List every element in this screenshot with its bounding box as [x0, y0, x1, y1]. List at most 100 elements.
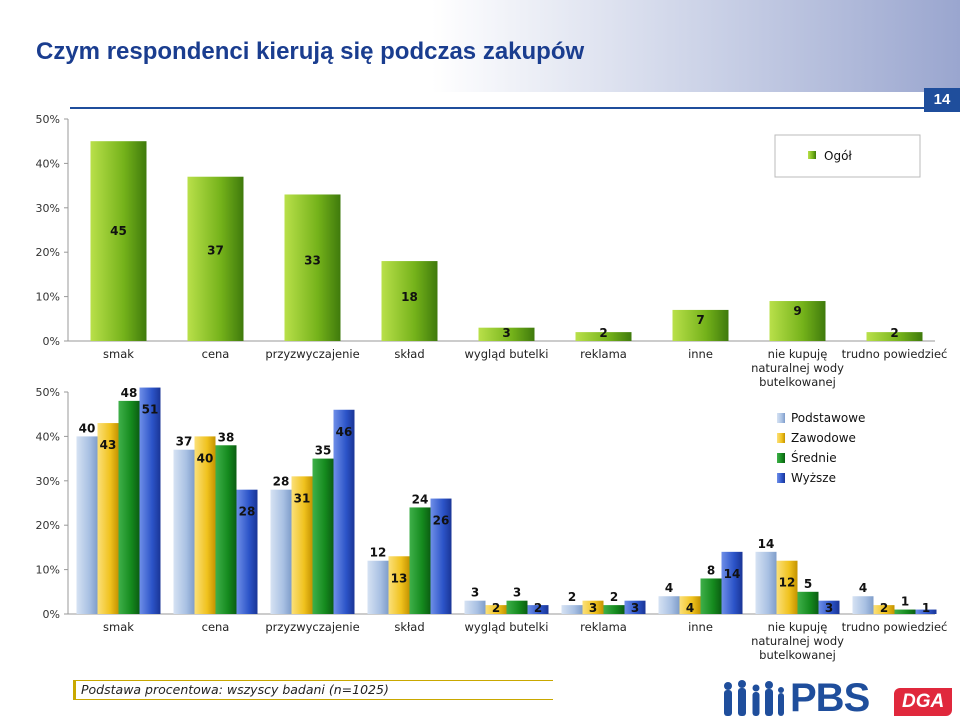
- x-tick-label: inne: [688, 347, 713, 361]
- x-tick-label: przyzwyczajenie: [265, 620, 359, 634]
- y-tick-label: 30%: [36, 475, 60, 488]
- data-label: 43: [100, 438, 117, 452]
- data-label: 3: [502, 326, 510, 340]
- bar-zawodowe-wyglad-butelki: [485, 605, 507, 614]
- legend-label-podstawowe: Podstawowe: [791, 411, 865, 425]
- x-tick-label: cena: [202, 347, 230, 361]
- bar-zawodowe-nie-kupuje-naturalnej-wody-butelkowanej: [776, 560, 798, 614]
- data-label: 2: [880, 601, 888, 615]
- page-title: Czym respondenci kierują się podczas zak…: [36, 38, 585, 65]
- data-label: 46: [336, 425, 353, 439]
- data-label: 13: [391, 571, 408, 585]
- bar-ogol-trudno-powiedziec: [866, 332, 923, 341]
- bar-wyzsze-sklad: [430, 498, 452, 614]
- data-label: 2: [610, 590, 618, 604]
- data-label: 48: [121, 386, 138, 400]
- x-tick-label: nie kupuję: [768, 620, 828, 634]
- logos: PBS DGA: [718, 672, 960, 720]
- x-tick-label: skład: [394, 347, 424, 361]
- bar-ogol-smak: [90, 141, 147, 341]
- data-label: 9: [793, 304, 801, 318]
- legend-swatch-zawodowe: [777, 433, 785, 443]
- bar-srednie-smak: [118, 400, 140, 614]
- data-label: 31: [294, 491, 311, 505]
- data-label: 2: [599, 326, 607, 340]
- footnote: Podstawa procentowa: wszyscy badani (n=1…: [73, 680, 553, 700]
- dga-logo: DGA: [894, 688, 953, 716]
- data-label: 45: [110, 224, 127, 238]
- x-tick-label: trudno powiedzieć: [842, 620, 948, 634]
- bar-wyzsze-wyglad-butelki: [527, 605, 549, 614]
- x-tick-label: smak: [103, 620, 134, 634]
- y-tick-label: 10%: [36, 564, 60, 577]
- bar-podstawowe-cena: [173, 449, 195, 614]
- data-label: 7: [696, 313, 704, 327]
- people-silhouettes-logo: [724, 680, 784, 716]
- data-label: 4: [859, 581, 867, 595]
- bar-wyzsze-reklama: [624, 600, 646, 614]
- data-label: 3: [589, 601, 597, 615]
- legend-swatch-wyzsze: [777, 473, 785, 483]
- data-label: 2: [568, 590, 576, 604]
- chart-education: 0%10%20%30%40%50%40434851smak37403828cen…: [36, 386, 948, 662]
- bar-wyzsze-trudno-powiedziec: [915, 609, 937, 614]
- bar-zawodowe-smak: [97, 423, 119, 614]
- data-label: 3: [513, 586, 521, 600]
- data-label: 12: [779, 576, 796, 590]
- data-label: 14: [724, 567, 741, 581]
- bar-zawodowe-sklad: [388, 556, 410, 614]
- bar-srednie-wyglad-butelki: [506, 600, 528, 614]
- legend-label-ogol: Ogół: [824, 149, 852, 163]
- data-label: 33: [304, 253, 321, 267]
- y-tick-label: 0%: [43, 608, 60, 621]
- x-tick-label: wygląd butelki: [465, 347, 549, 361]
- bar-ogol-cena: [187, 176, 244, 341]
- x-tick-label: wygląd butelki: [465, 620, 549, 634]
- y-tick-label: 30%: [36, 202, 60, 215]
- x-tick-label: cena: [202, 620, 230, 634]
- y-tick-label: 40%: [36, 157, 60, 170]
- bar-wyzsze-smak: [139, 387, 161, 614]
- data-label: 18: [401, 290, 418, 304]
- x-tick-label: reklama: [580, 620, 627, 634]
- bar-srednie-trudno-powiedziec: [894, 609, 916, 614]
- legend-swatch-srednie: [777, 453, 785, 463]
- data-label: 35: [315, 444, 332, 458]
- bar-srednie-nie-kupuje-naturalnej-wody-butelkowanej: [797, 591, 819, 614]
- y-tick-label: 20%: [36, 519, 60, 532]
- x-tick-label: naturalnej wody: [751, 634, 844, 648]
- bar-podstawowe-inne: [658, 596, 680, 614]
- y-tick-label: 20%: [36, 246, 60, 259]
- bar-ogol-sklad: [381, 261, 438, 341]
- pbs-logo: PBS: [790, 676, 870, 720]
- chart-ogol: 0%10%20%30%40%50%45smak37cena33przyzwycz…: [36, 113, 948, 389]
- x-tick-label: reklama: [580, 347, 627, 361]
- data-label: 24: [412, 492, 429, 506]
- x-tick-label: skład: [394, 620, 424, 634]
- bar-ogol-wyglad-butelki: [478, 327, 535, 341]
- bar-wyzsze-przyzwyczajenie: [333, 409, 355, 614]
- x-tick-label: inne: [688, 620, 713, 634]
- y-tick-label: 40%: [36, 430, 60, 443]
- x-tick-label: przyzwyczajenie: [265, 347, 359, 361]
- legend-box: [774, 134, 921, 178]
- bar-podstawowe-reklama: [561, 605, 583, 614]
- bar-ogol-przyzwyczajenie: [284, 194, 341, 341]
- x-tick-label: butelkowanej: [759, 648, 836, 662]
- bar-podstawowe-sklad: [367, 560, 389, 614]
- data-label: 37: [207, 244, 224, 258]
- bar-wyzsze-nie-kupuje-naturalnej-wody-butelkowanej: [818, 600, 840, 614]
- y-tick-label: 50%: [36, 386, 60, 399]
- data-label: 2: [492, 601, 500, 615]
- data-label: 3: [471, 586, 479, 600]
- data-label: 40: [197, 451, 214, 465]
- legend-label-srednie: Średnie: [791, 450, 837, 465]
- bar-wyzsze-inne: [721, 551, 743, 614]
- data-label: 1: [922, 601, 930, 615]
- bar-srednie-sklad: [409, 507, 431, 614]
- y-tick-label: 50%: [36, 113, 60, 126]
- data-label: 40: [79, 421, 96, 435]
- data-label: 4: [665, 581, 673, 595]
- data-label: 26: [433, 514, 450, 528]
- data-label: 3: [631, 601, 639, 615]
